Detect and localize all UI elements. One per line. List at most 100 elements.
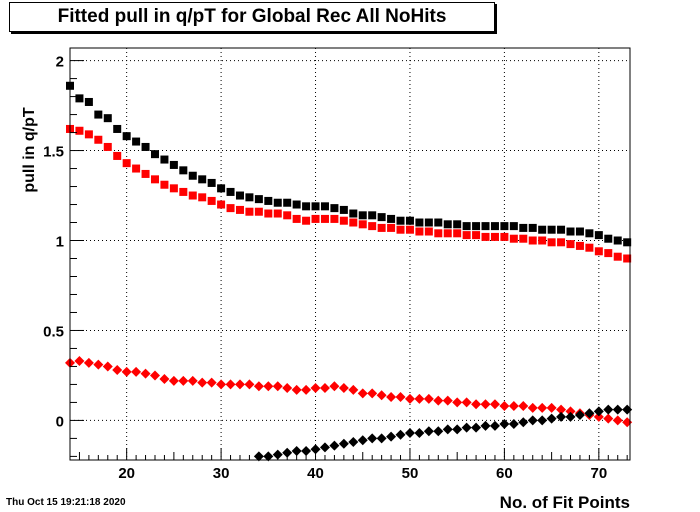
data-point-square [122, 159, 131, 168]
data-point-square [283, 198, 292, 207]
data-point-diamond [376, 390, 387, 401]
data-point-square [198, 193, 207, 202]
data-point-square [273, 209, 282, 218]
data-point-square [283, 211, 292, 220]
data-point-square [594, 247, 603, 256]
data-point-diamond [395, 429, 406, 440]
data-point-diamond [301, 446, 312, 457]
data-point-diamond [433, 426, 444, 437]
data-point-diamond [244, 379, 255, 390]
data-point-diamond [414, 393, 425, 404]
data-point-square [179, 187, 188, 196]
data-point-diamond [518, 401, 529, 412]
data-point-square [160, 155, 169, 164]
data-point-square [122, 132, 131, 141]
data-point-diamond [149, 370, 160, 381]
data-point-square [481, 222, 490, 231]
data-point-square [453, 220, 462, 229]
data-point-diamond [395, 392, 406, 403]
data-point-square [217, 200, 226, 209]
data-point-diamond [282, 447, 293, 458]
data-point-square [264, 196, 273, 205]
data-point-diamond [518, 417, 529, 428]
data-point-square [623, 238, 632, 247]
data-point-square [509, 222, 518, 231]
data-point-square [339, 216, 348, 225]
data-point-diamond [442, 424, 453, 435]
data-point-square [330, 214, 339, 223]
data-point-square [566, 240, 575, 249]
data-point-diamond [461, 397, 472, 408]
data-point-diamond [574, 410, 585, 421]
data-point-square [443, 229, 452, 238]
data-point-square [311, 214, 320, 223]
data-point-square [387, 223, 396, 232]
data-point-square [585, 243, 594, 252]
data-point-diamond [206, 377, 217, 388]
data-point-square [377, 213, 386, 222]
x-tick-label: 70 [590, 465, 607, 482]
data-point-square [320, 202, 329, 211]
data-point-diamond [338, 438, 349, 449]
data-point-square [575, 227, 584, 236]
data-point-diamond [216, 379, 227, 390]
data-point-square [160, 180, 169, 189]
data-point-diamond [584, 408, 595, 419]
data-point-square [311, 202, 320, 211]
data-point-diamond [386, 392, 397, 403]
data-point-square [613, 236, 622, 245]
data-point-square [217, 184, 226, 193]
data-point-square [604, 249, 613, 258]
data-point-square [538, 225, 547, 234]
data-point-square [368, 222, 377, 231]
data-point-square [547, 238, 556, 247]
data-point-square [557, 225, 566, 234]
data-point-square [349, 218, 358, 227]
data-point-square [150, 150, 159, 159]
data-point-diamond [367, 388, 378, 399]
data-point-square [490, 232, 499, 241]
data-point-diamond [603, 404, 614, 415]
data-point-diamond [622, 404, 633, 415]
x-tick-label: 30 [213, 465, 230, 482]
data-point-square [594, 231, 603, 240]
data-point-square [94, 135, 103, 144]
data-point-square [490, 222, 499, 231]
data-point-diamond [301, 384, 312, 395]
data-point-square [415, 218, 424, 227]
data-point-diamond [234, 379, 245, 390]
data-point-diamond [253, 381, 264, 392]
data-point-square [188, 191, 197, 200]
data-point-square [254, 195, 263, 204]
data-point-square [462, 222, 471, 231]
data-point-square [132, 164, 141, 173]
data-point-diamond [603, 413, 614, 424]
y-axis-label: pull in q/pT [21, 107, 38, 193]
data-point-diamond [404, 393, 415, 404]
data-point-square [273, 198, 282, 207]
data-point-square [169, 160, 178, 169]
data-point-square [604, 234, 613, 243]
data-point-diamond [489, 420, 500, 431]
data-point-diamond [357, 435, 368, 446]
data-point-diamond [471, 422, 482, 433]
data-point-diamond [423, 426, 434, 437]
data-point-diamond [282, 383, 293, 394]
data-point-diamond [386, 431, 397, 442]
data-point-square [547, 225, 556, 234]
data-point-diamond [121, 366, 132, 377]
data-point-diamond [319, 383, 330, 394]
y-tick-label: 0 [56, 413, 64, 430]
data-point-square [320, 214, 329, 223]
data-point-square [453, 229, 462, 238]
y-tick-label: 1.5 [43, 144, 64, 161]
data-point-square [339, 205, 348, 214]
data-point-diamond [357, 388, 368, 399]
data-point-square [349, 209, 358, 218]
data-point-square [235, 205, 244, 214]
data-point-square [169, 184, 178, 193]
data-point-square [557, 238, 566, 247]
data-point-square [377, 223, 386, 232]
data-point-diamond [461, 422, 472, 433]
data-point-diamond [272, 449, 283, 460]
